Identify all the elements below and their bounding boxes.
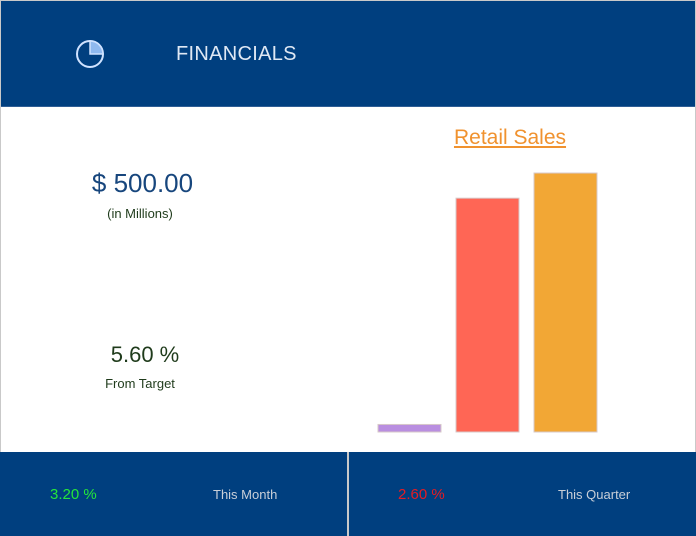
month-label: This Month	[213, 487, 278, 502]
footer-month-panel: 3.20 % This Month	[0, 452, 347, 536]
quarter-change-value: 2.60 %	[398, 486, 445, 503]
chart-title[interactable]: Retail Sales	[453, 126, 567, 149]
bar-1[interactable]	[377, 423, 442, 433]
quarter-label: This Quarter	[558, 487, 631, 502]
page-title: FINANCIALS	[176, 43, 297, 65]
bar-3[interactable]	[533, 172, 598, 433]
sales-amount: $ 500.00	[91, 168, 194, 198]
chart-plot	[377, 172, 598, 433]
header-bar: FINANCIALS	[1, 1, 695, 107]
month-change-value: 3.20 %	[50, 486, 97, 503]
footer-quarter-panel: 2.60 % This Quarter	[349, 452, 696, 536]
footer-divider	[347, 452, 349, 536]
sales-amount-unit: (in Millions)	[107, 206, 173, 221]
target-percent-label: From Target	[105, 376, 175, 391]
target-percent: 5.60 %	[110, 342, 180, 367]
retail-sales-chart: Retail Sales	[360, 116, 660, 446]
bar-2[interactable]	[455, 197, 520, 433]
pie-chart-icon	[76, 40, 104, 68]
